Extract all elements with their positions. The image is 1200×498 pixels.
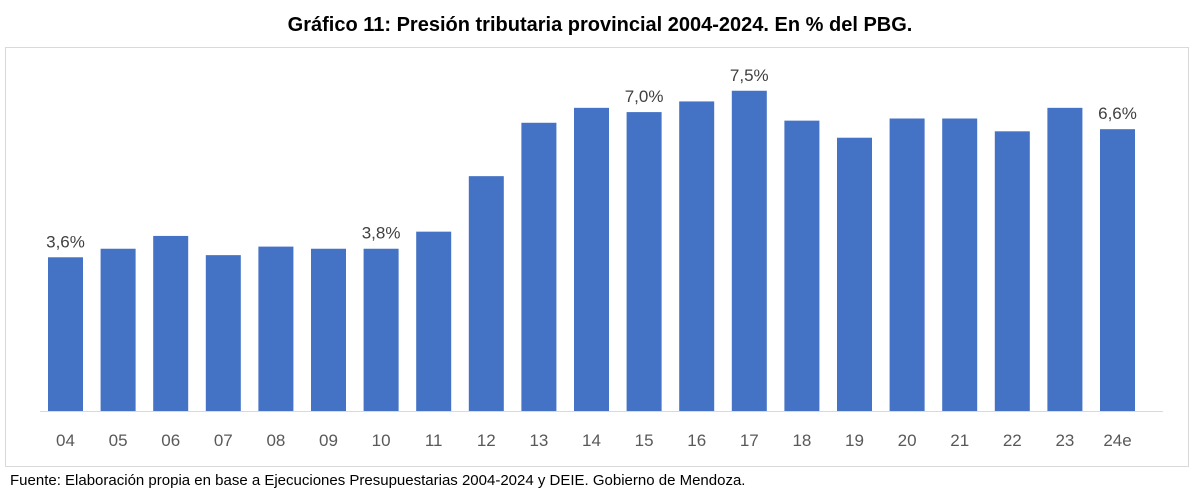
- x-tick-label: 20: [898, 431, 917, 450]
- bar-09: [311, 248, 346, 411]
- x-tick-label: 10: [372, 431, 391, 450]
- x-tick-label: 17: [740, 431, 759, 450]
- bar-04: [48, 257, 83, 411]
- bar-16: [679, 101, 715, 412]
- chart-source: Fuente: Elaboración propia en base a Eje…: [10, 472, 746, 489]
- x-tick-label: 06: [161, 431, 180, 450]
- x-tick-label: 14: [582, 431, 601, 450]
- bar-06: [153, 235, 189, 411]
- x-tick-label: 09: [319, 431, 338, 450]
- bar-20: [889, 118, 925, 411]
- x-tick-label: 11: [425, 431, 443, 450]
- x-tick-label: 18: [792, 431, 811, 450]
- x-tick-label: 07: [214, 431, 233, 450]
- bar-24e: [1100, 129, 1135, 411]
- x-tick-label: 04: [56, 431, 75, 450]
- x-tick-label: 22: [1003, 431, 1022, 450]
- x-tick-label: 19: [845, 431, 864, 450]
- x-tick-label: 08: [266, 431, 285, 450]
- bar-23: [1047, 107, 1083, 411]
- bar-19: [837, 137, 872, 411]
- x-tick-label: 21: [950, 431, 969, 450]
- x-tick-label: 15: [635, 431, 654, 450]
- bar-13: [521, 122, 557, 412]
- bar-12: [468, 176, 504, 411]
- bar-18: [784, 120, 820, 411]
- x-tick-label: 13: [529, 431, 548, 450]
- bar-17: [731, 90, 767, 411]
- x-tick-label: 24e: [1103, 431, 1131, 450]
- x-tick-label: 12: [477, 431, 496, 450]
- x-tick-label: 05: [109, 431, 128, 450]
- bar-21: [942, 118, 978, 411]
- data-label-15: 7,0%: [625, 87, 664, 106]
- bar-10: [363, 248, 399, 411]
- bar-07: [205, 255, 241, 411]
- data-label-17: 7,5%: [730, 66, 769, 85]
- bar-05: [100, 248, 136, 411]
- bar-08: [258, 246, 294, 411]
- chart-title: Gráfico 11: Presión tributaria provincia…: [287, 14, 913, 36]
- data-label-04: 3,6%: [46, 232, 85, 251]
- bar-15: [626, 112, 662, 411]
- bar-22: [994, 131, 1030, 411]
- data-label-10: 3,8%: [362, 224, 401, 243]
- bar-11: [416, 231, 452, 411]
- x-tick-label: 16: [687, 431, 706, 450]
- bar-14: [574, 107, 609, 411]
- data-label-24e: 6,6%: [1098, 104, 1137, 123]
- x-tick-label: 23: [1055, 431, 1074, 450]
- bar-chart: 04 3,6% 05 06 07 08 09 10 3,8% 11 12 13 14 15 7,0% 16 17…: [40, 66, 1163, 450]
- chart-frame: [5, 47, 1189, 467]
